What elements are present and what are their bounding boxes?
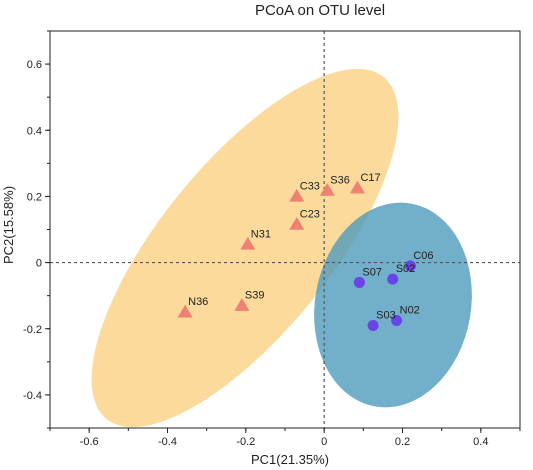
x-tick-label: -0.2 [236,436,255,448]
y-axis-ticks: -0.4 -0.2 0 0.2 0.4 0.6 [23,30,50,429]
x-tick-label: -0.6 [80,436,99,448]
point-c06 [404,260,416,272]
x-tick-label: 0.2 [395,436,410,448]
confidence-ellipses [91,68,472,428]
point-label-s02: S02 [396,263,416,275]
point-s36 [319,182,335,196]
point-label-n02: N02 [400,304,420,316]
y-axis-title: PC2(15.58%) [1,186,16,264]
point-n02 [391,314,403,326]
point-s07 [353,276,365,288]
group-ellipse-2 [314,202,472,408]
point-s02 [387,273,399,285]
point-s03 [367,319,379,331]
point-label-c23: C23 [300,209,320,221]
point-c17 [349,180,365,194]
point-label-s36: S36 [330,174,350,186]
y-tick-label: -0.4 [23,390,42,402]
x-axis-ticks: -0.6 -0.4 -0.2 0 0.2 0.4 [49,428,521,448]
x-tick-label: 0 [321,436,327,448]
y-tick-label: -0.2 [23,324,42,336]
y-tick-label: 0.4 [27,125,42,137]
point-n31 [240,236,256,250]
point-label-c17: C17 [360,172,380,184]
point-label-n36: N36 [188,296,208,308]
point-c23 [289,217,305,230]
chart-title: PCoA on OTU level [255,2,385,19]
x-tick-label: -0.4 [158,436,177,448]
point-s39 [234,298,250,311]
y-tick-label: 0.6 [27,59,42,71]
point-label-n31: N31 [251,228,271,240]
x-tick-label: 0.4 [473,436,488,448]
point-label-c06: C06 [413,250,433,262]
y-tick-label: 0 [36,258,42,270]
y-tick-label: 0.2 [27,191,42,203]
point-label-s39: S39 [245,290,265,302]
point-n36 [177,304,193,318]
point-label-s07: S07 [362,266,382,278]
point-label-c33: C33 [300,180,320,192]
point-c33 [289,188,305,202]
x-axis-title: PC1(21.35%) [251,452,329,467]
point-label-s03: S03 [376,309,396,321]
